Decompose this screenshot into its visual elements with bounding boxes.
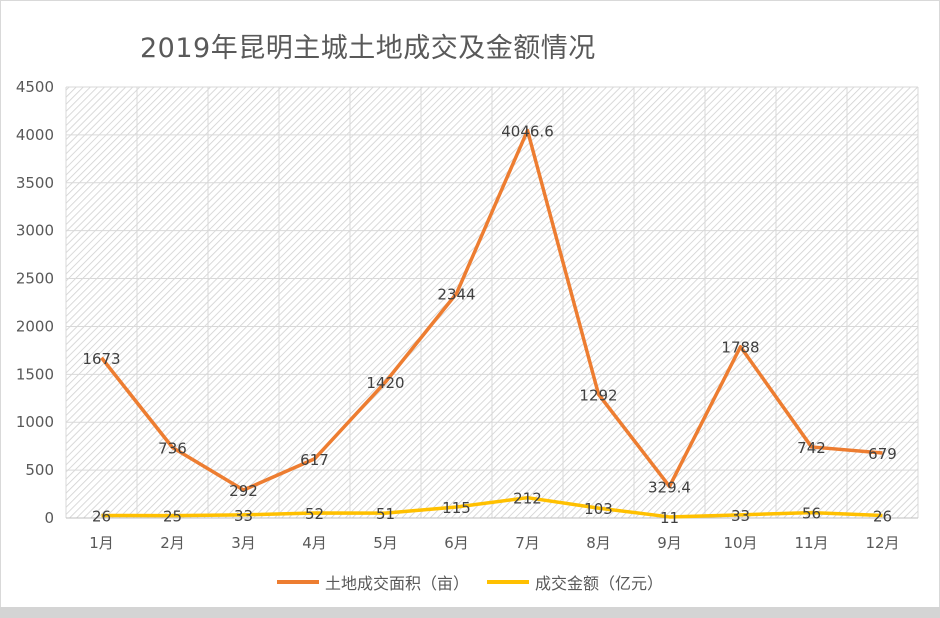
- legend: 土地成交面积（亩） 成交金额（亿元）: [0, 570, 940, 594]
- x-tick-label: 8月: [586, 534, 611, 552]
- data-label: 52: [305, 505, 324, 523]
- data-label: 25: [163, 508, 182, 526]
- data-label: 212: [513, 490, 542, 508]
- y-tick-label: 1500: [16, 365, 54, 383]
- data-label: 33: [731, 507, 750, 525]
- y-tick-label: 3500: [16, 174, 54, 192]
- x-tick-label: 1月: [89, 534, 114, 552]
- data-label: 1292: [579, 386, 617, 404]
- data-label: 26: [92, 508, 111, 526]
- data-labels: 1673 736 292 617 1420 2344 4046.6 1292 329.4 1788…: [82, 122, 896, 527]
- data-label: 2344: [437, 285, 475, 303]
- y-axis: 0 500 1000 1500 2000 2500 3000 3500 4000 4500: [16, 78, 54, 527]
- data-label: 736: [158, 440, 187, 458]
- y-tick-label: 2500: [16, 270, 54, 288]
- data-label: 26: [873, 508, 892, 526]
- data-label: 4046.6: [501, 122, 554, 140]
- legend-item-amount[interactable]: 成交金额（亿元）: [487, 570, 663, 594]
- legend-label: 土地成交面积（亩）: [324, 574, 469, 593]
- x-tick-label: 6月: [444, 534, 469, 552]
- x-tick-label: 4月: [302, 534, 327, 552]
- y-tick-label: 0: [44, 509, 54, 527]
- x-axis: 1月 2月 3月 4月 5月 6月 7月 8月 9月 10月 11月 12月: [89, 534, 899, 552]
- y-tick-label: 500: [25, 461, 54, 479]
- data-label: 329.4: [648, 478, 691, 496]
- y-tick-label: 4000: [16, 126, 54, 144]
- data-label: 1788: [721, 339, 759, 357]
- data-label: 1420: [366, 374, 404, 392]
- x-tick-label: 2月: [160, 534, 185, 552]
- data-label: 56: [802, 505, 821, 523]
- data-label: 103: [584, 500, 613, 518]
- x-tick-label: 9月: [657, 534, 682, 552]
- data-label: 33: [234, 507, 253, 525]
- data-label: 617: [300, 451, 329, 469]
- y-tick-label: 4500: [16, 78, 54, 96]
- bottom-border: [0, 607, 940, 618]
- x-tick-label: 7月: [515, 534, 540, 552]
- legend-item-area[interactable]: 土地成交面积（亩）: [276, 570, 469, 594]
- x-tick-label: 5月: [373, 534, 398, 552]
- data-label: 1673: [82, 350, 120, 368]
- y-tick-label: 1000: [16, 413, 54, 431]
- data-label: 115: [442, 499, 471, 517]
- data-label: 742: [797, 439, 826, 457]
- area-series-line[interactable]: [100, 128, 883, 492]
- legend-label: 成交金额（亿元）: [535, 574, 664, 593]
- y-tick-label: 2000: [16, 317, 54, 335]
- orange-line-swatch-icon: [276, 580, 319, 584]
- data-label: 51: [376, 505, 395, 523]
- data-label: 11: [660, 509, 679, 527]
- gridlines: [65, 86, 919, 519]
- series-lines: [100, 128, 883, 519]
- x-tick-label: 11月: [794, 534, 828, 552]
- data-label: 292: [229, 482, 258, 500]
- data-label: 679: [868, 445, 897, 463]
- x-tick-label: 12月: [865, 534, 899, 552]
- x-tick-label: 10月: [723, 534, 757, 552]
- chart-title: 2019年昆明主城土地成交及金额情况: [140, 33, 596, 64]
- x-tick-label: 3月: [231, 534, 256, 552]
- y-tick-label: 3000: [16, 222, 54, 240]
- amount-series-line[interactable]: [101, 495, 883, 519]
- yellow-line-swatch-icon: [487, 580, 529, 584]
